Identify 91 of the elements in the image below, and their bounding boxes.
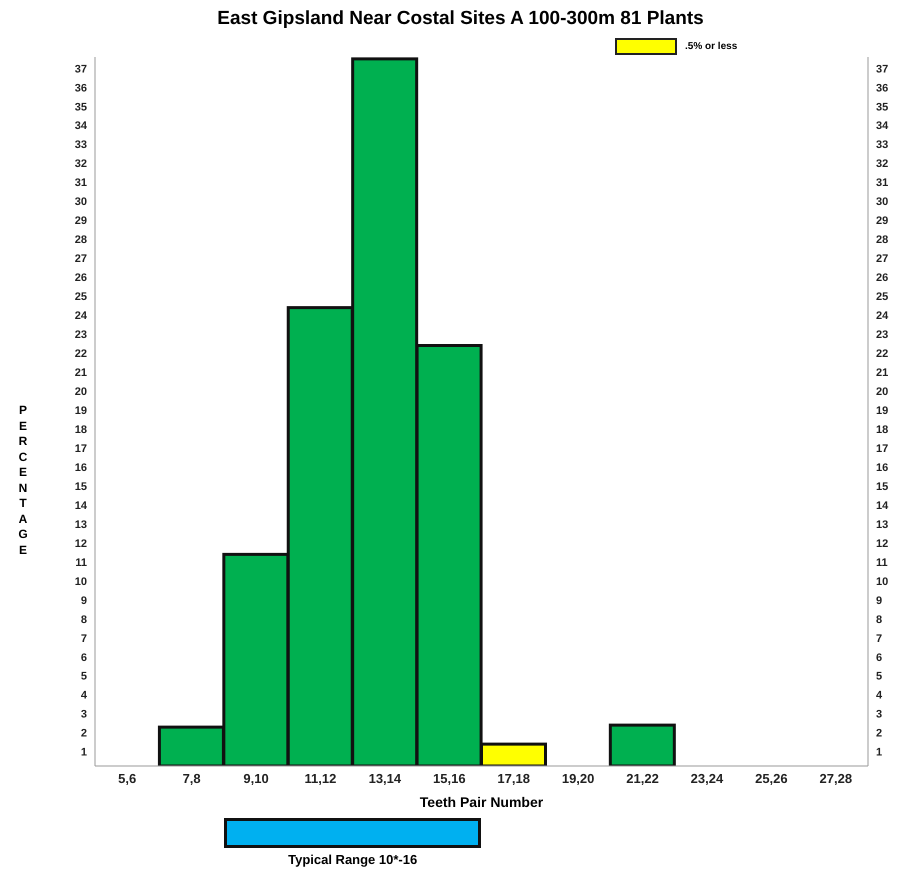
x-tick-label: 21,22 bbox=[626, 771, 659, 786]
y2-tick-label: 21 bbox=[876, 367, 888, 380]
y2-tick-label: 7 bbox=[876, 632, 882, 645]
y2-tick-label: 6 bbox=[876, 652, 882, 664]
y2-tick-label: 26 bbox=[876, 272, 888, 284]
y-tick-label: 32 bbox=[74, 158, 87, 170]
y2-tick-label: 16 bbox=[876, 462, 888, 474]
x-axis-title: Teeth Pair Number bbox=[418, 794, 544, 810]
text: Typical Range 10*-16 bbox=[287, 852, 418, 867]
y-tick-label: 11 bbox=[75, 556, 87, 569]
x-tick-label: 11,12 bbox=[304, 771, 336, 786]
y2-tick-label: 37 bbox=[876, 63, 888, 76]
y-tick-label: 25 bbox=[74, 291, 87, 304]
y2-tick-label: 31 bbox=[876, 177, 888, 190]
y2-tick-label: 5 bbox=[876, 670, 882, 683]
x-tick-label: 5,6 bbox=[118, 771, 136, 786]
y-tick-label: 22 bbox=[74, 348, 87, 360]
y-tick-label: 19 bbox=[74, 404, 87, 417]
y-tick-label: 7 bbox=[80, 632, 87, 645]
y-tick-label: 30 bbox=[74, 196, 87, 208]
y-tick-label: 12 bbox=[74, 538, 87, 550]
y2-tick-label: 11 bbox=[876, 556, 888, 569]
y-tick-label: 2 bbox=[80, 728, 87, 740]
y-tick-label: 31 bbox=[74, 177, 87, 190]
y2-tick-label: 15 bbox=[876, 480, 888, 493]
x-tick-label: 25,26 bbox=[755, 771, 788, 786]
y-tick-label: 1 bbox=[80, 746, 87, 759]
x-tick-label: 17,18 bbox=[497, 771, 530, 786]
y2-tick-label: 35 bbox=[876, 101, 888, 114]
y2-tick-label: 32 bbox=[876, 158, 888, 170]
y2-tick-label: 27 bbox=[876, 253, 888, 266]
y-tick-label: 27 bbox=[74, 253, 87, 266]
y2-tick-label: 30 bbox=[876, 196, 888, 208]
y-tick-label: 33 bbox=[74, 139, 87, 152]
x-tick-label: 13,14 bbox=[368, 771, 402, 786]
chart-title: East Gipsland Near Costal Sites A 100-300m 81 Plants bbox=[216, 8, 705, 30]
y2-tick-label: 18 bbox=[876, 424, 888, 436]
x-tick-label: 23,24 bbox=[690, 771, 724, 786]
y2-tick-label: 17 bbox=[876, 442, 888, 455]
y2-tick-label: 28 bbox=[876, 234, 888, 246]
y-tick-label: 15 bbox=[74, 480, 87, 493]
y-tick-label: 3 bbox=[80, 708, 87, 721]
y-tick-label: 35 bbox=[74, 101, 87, 114]
y2-tick-label: 33 bbox=[876, 139, 888, 152]
y-tick-label: 4 bbox=[80, 690, 88, 702]
y2-tick-label: 20 bbox=[876, 386, 888, 398]
y2-tick-label: 23 bbox=[876, 329, 888, 342]
y2-tick-label: 24 bbox=[876, 310, 890, 322]
y2-tick-label: 3 bbox=[876, 708, 882, 721]
y-tick-label: 29 bbox=[74, 215, 87, 228]
y2-tick-label: 2 bbox=[876, 728, 882, 740]
y-tick-label: 8 bbox=[80, 614, 87, 626]
y-tick-label: 28 bbox=[74, 234, 87, 246]
y2-tick-label: 25 bbox=[876, 291, 888, 304]
y2-tick-label: 8 bbox=[876, 614, 882, 626]
y-tick-label: 16 bbox=[74, 462, 87, 474]
y-tick-label: 23 bbox=[74, 329, 87, 342]
x-tick-label: 27,28 bbox=[820, 771, 852, 786]
y2-tick-label: 13 bbox=[876, 518, 888, 531]
y2-tick-label: 14 bbox=[876, 500, 890, 512]
y2-tick-label: 4 bbox=[876, 690, 883, 702]
y-tick-label: 36 bbox=[74, 82, 87, 94]
y-tick-label: 17 bbox=[74, 442, 87, 455]
y2-tick-label: 10 bbox=[876, 576, 888, 588]
y-tick-label: 21 bbox=[74, 367, 87, 380]
x-tick-label: 7,8 bbox=[182, 771, 201, 786]
y-tick-label: 18 bbox=[74, 424, 87, 436]
y2-tick-label: 34 bbox=[876, 120, 890, 132]
y-tick-label: 37 bbox=[74, 63, 87, 76]
text: .5% or less bbox=[685, 41, 738, 52]
y-tick-label: 9 bbox=[80, 594, 87, 607]
y-tick-label: 13 bbox=[74, 518, 87, 531]
y-tick-label: 14 bbox=[74, 500, 88, 512]
text: PERCENTAGE bbox=[18, 403, 28, 556]
y-tick-label: 20 bbox=[74, 386, 87, 398]
y2-tick-label: 29 bbox=[876, 215, 888, 228]
y2-tick-label: 12 bbox=[876, 538, 888, 550]
y-tick-label: 34 bbox=[74, 120, 88, 132]
x-tick-label: 15,16 bbox=[433, 771, 466, 786]
y-tick-label: 26 bbox=[74, 272, 87, 284]
x-tick-label: 19,20 bbox=[562, 771, 594, 786]
y-tick-label: 24 bbox=[74, 310, 88, 322]
y2-tick-label: 9 bbox=[876, 594, 882, 607]
y-tick-label: 10 bbox=[74, 576, 87, 588]
y2-tick-label: 36 bbox=[876, 82, 888, 94]
y-tick-label: 6 bbox=[80, 652, 87, 664]
x-tick-label: 9,10 bbox=[243, 771, 269, 786]
y2-tick-label: 1 bbox=[876, 746, 882, 759]
y2-tick-label: 22 bbox=[876, 348, 888, 360]
y-tick-label: 5 bbox=[80, 670, 87, 683]
y2-tick-label: 19 bbox=[876, 404, 888, 417]
